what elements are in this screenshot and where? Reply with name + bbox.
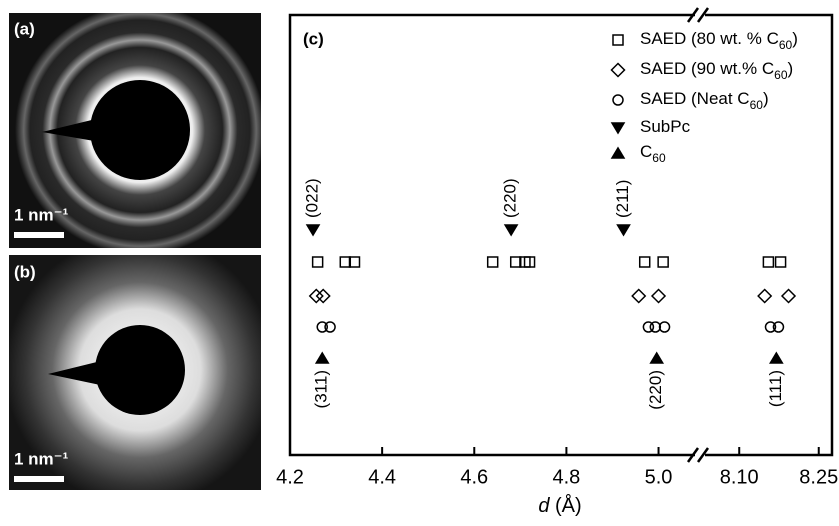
beam-stop [95, 325, 185, 415]
marker-triangle-up [314, 351, 330, 364]
x-tick-label: 8.25 [799, 466, 838, 488]
axis-break [686, 7, 700, 23]
marker-square [509, 256, 522, 268]
scale-bar-label: 1 nm⁻¹ [14, 449, 69, 468]
marker-triangle-down [503, 224, 519, 237]
marker-square [657, 256, 669, 268]
beam-stop-arm [48, 360, 105, 386]
miller-index: (211) [613, 180, 632, 218]
miller-index: (220) [501, 178, 520, 218]
marker-square [486, 256, 499, 268]
legend-marker [612, 94, 624, 106]
legend-label: SAED (80 wt. % C60) [640, 29, 798, 52]
marker-diamond [757, 288, 773, 304]
axis-break [696, 7, 710, 23]
marker-circle [772, 321, 785, 333]
marker-square [762, 256, 775, 268]
miller-index: (220) [646, 370, 665, 410]
legend-label: SubPc [640, 117, 691, 136]
legend-label: C60 [640, 142, 666, 165]
marker-triangle-up [769, 351, 784, 364]
legend-marker [610, 146, 626, 159]
marker-triangle-down [305, 224, 321, 237]
marker-circle [316, 321, 328, 333]
marker-square [774, 256, 787, 268]
x-tick-label: 8.10 [720, 466, 759, 488]
beam-stop-arm [42, 118, 100, 142]
marker-diamond [650, 288, 667, 304]
x-tick-label: 5.0 [645, 466, 673, 488]
panel-label: (b) [14, 262, 36, 281]
scale-bar [14, 232, 64, 238]
x-axis-label: d (Å) [538, 494, 581, 517]
x-tick-label: 4.4 [368, 466, 396, 488]
marker-circle [658, 321, 671, 333]
scale-bar-label: 1 nm⁻¹ [14, 205, 69, 224]
frame-right [705, 13, 834, 457]
frame-left [288, 13, 695, 457]
panel-a: 1 nm⁻¹ (a) [9, 13, 261, 248]
panel-label: (a) [14, 19, 35, 38]
axis-break [686, 447, 700, 463]
axis-break [696, 447, 710, 463]
marker-circle [642, 321, 655, 333]
marker-diamond [315, 288, 331, 304]
panel-label: (c) [303, 29, 324, 48]
scale-bar [14, 476, 64, 482]
marker-square [348, 256, 361, 268]
marker-square [339, 256, 352, 268]
x-tick-label: 4.6 [460, 466, 488, 488]
legend-marker [610, 62, 626, 78]
marker-square [523, 256, 536, 268]
legend-label: SAED (90 wt.% C60) [640, 59, 793, 82]
beam-stop [90, 80, 190, 180]
marker-diamond [631, 288, 647, 304]
marker-square [311, 256, 324, 268]
marker-diamond [308, 288, 324, 304]
legend-marker [610, 122, 626, 135]
marker-triangle-up [649, 351, 665, 364]
plot-frame [288, 7, 834, 463]
legend-label: SAED (Neat C60) [640, 89, 769, 112]
panel-b: 1 nm⁻¹ (b) [9, 255, 261, 490]
marker-diamond [780, 288, 797, 304]
marker-circle [764, 321, 777, 333]
x-tick-label: 4.8 [552, 466, 580, 488]
x-tick-label: 4.2 [276, 466, 304, 488]
legend-marker [612, 34, 624, 46]
marker-circle [649, 321, 662, 333]
miller-index: (311) [312, 370, 331, 408]
marker-circle [324, 321, 336, 333]
miller-index: (111) [766, 370, 785, 407]
marker-square [638, 256, 651, 268]
miller-index: (022) [303, 178, 322, 218]
marker-triangle-down [616, 224, 631, 237]
